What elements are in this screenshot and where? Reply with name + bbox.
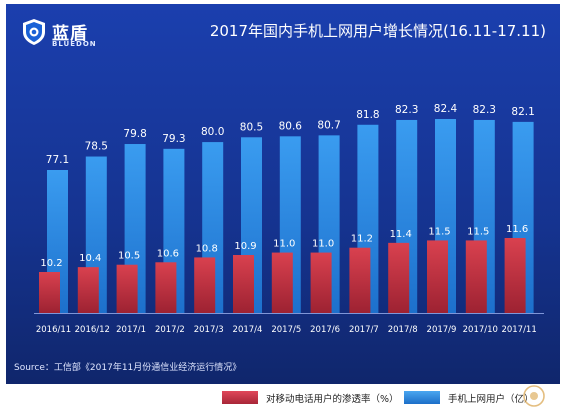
label-penetration-2017/7: 11.2	[351, 234, 373, 245]
label-users-2017/11: 82.1	[511, 106, 534, 118]
label-users-2017/4: 80.5	[240, 121, 263, 133]
tick-label-2017/11: 2017/11	[501, 325, 536, 335]
bar-penetration-2016/11	[39, 272, 60, 313]
label-users-2017/5: 80.6	[279, 120, 303, 132]
label-users-2017/8: 82.3	[395, 104, 418, 116]
label-penetration-2016/12: 10.4	[79, 253, 101, 264]
tick-label-2017/9: 2017/9	[427, 325, 457, 335]
tick-label-2016/11: 2016/11	[36, 325, 71, 335]
infographic-frame: 蓝盾 BLUEDON 2017年国内手机上网用户增长情况(16.11-17.11…	[6, 4, 560, 410]
bar-penetration-2017/1	[116, 264, 138, 313]
chart-legend: 对移动电话用户的渗透率（%） 手机上网用户（亿）	[6, 384, 560, 410]
label-penetration-2017/6: 11.0	[312, 239, 334, 250]
label-penetration-2017/9: 11.5	[428, 226, 450, 237]
bar-penetration-2017/9	[427, 240, 448, 313]
label-penetration-2017/1: 10.5	[118, 251, 140, 262]
bar-penetration-2017/11	[504, 238, 526, 313]
tick-label-2017/4: 2017/4	[233, 325, 263, 335]
label-penetration-2017/11: 11.6	[506, 224, 528, 235]
brand-name-cn: 蓝盾	[52, 24, 88, 44]
bar-penetration-2017/7	[349, 247, 371, 313]
bar-penetration-2017/2	[155, 262, 177, 313]
tick-label-2017/1: 2017/1	[116, 325, 146, 335]
label-users-2017/3: 80.0	[201, 126, 224, 138]
tick-label-2017/2: 2017/2	[155, 325, 185, 335]
tick-label-2017/10: 2017/10	[463, 325, 498, 335]
watermark-logo-icon	[523, 385, 545, 407]
label-penetration-2017/4: 10.9	[234, 241, 256, 252]
tick-label-2017/6: 2017/6	[310, 325, 340, 335]
legend-swatch-red	[222, 391, 258, 404]
tick-label-2017/5: 2017/5	[271, 325, 301, 335]
tick-label-2016/12: 2016/12	[75, 325, 110, 335]
bar-penetration-2017/4	[233, 255, 254, 313]
bar-penetration-2016/12	[77, 267, 99, 313]
chart-title: 2017年国内手机上网用户增长情况(16.11-17.11)	[209, 22, 546, 40]
bar-chart: 77.1 10.2 2016/11 78.5 10.4 2016/12 79.8 10.5 20…	[34, 103, 544, 335]
bar-penetration-2017/10	[465, 240, 487, 313]
brand-logo: 蓝盾 BLUEDON	[22, 18, 112, 52]
label-users-2016/12: 78.5	[85, 141, 108, 153]
tick-label-2017/8: 2017/8	[388, 325, 418, 335]
label-penetration-2017/2: 10.6	[157, 248, 179, 259]
bar-penetration-2017/8	[388, 242, 410, 313]
brand-name-en: BLUEDON	[52, 40, 97, 48]
bar-penetration-2017/3	[194, 257, 216, 313]
label-users-2017/7: 81.8	[356, 109, 379, 121]
tick-label-2017/7: 2017/7	[349, 325, 379, 335]
label-users-2017/2: 79.3	[162, 133, 185, 145]
label-users-2017/1: 79.8	[123, 128, 146, 140]
legend-label-penetration: 对移动电话用户的渗透率（%）	[266, 394, 399, 405]
bar-penetration-2017/6	[310, 252, 332, 313]
bar-penetration-2017/5	[271, 252, 293, 313]
label-users-2017/6: 80.7	[317, 119, 340, 131]
label-users-2017/9: 82.4	[434, 103, 458, 115]
label-penetration-2017/5: 11.0	[273, 239, 295, 250]
label-penetration-2016/11: 10.2	[40, 258, 62, 269]
shield-logo-icon	[23, 19, 45, 45]
tick-label-2017/3: 2017/3	[194, 325, 224, 335]
label-users-2016/11: 77.1	[46, 154, 69, 166]
legend-swatch-blue	[404, 391, 440, 404]
label-penetration-2017/10: 11.5	[467, 226, 489, 237]
legend-label-users: 手机上网用户（亿）	[448, 394, 534, 405]
source-note: Source：工信部《2017年11月份通信业经济运行情况》	[14, 363, 242, 373]
label-penetration-2017/8: 11.4	[390, 229, 412, 240]
label-penetration-2017/3: 10.8	[196, 243, 218, 254]
label-users-2017/10: 82.3	[473, 104, 496, 116]
